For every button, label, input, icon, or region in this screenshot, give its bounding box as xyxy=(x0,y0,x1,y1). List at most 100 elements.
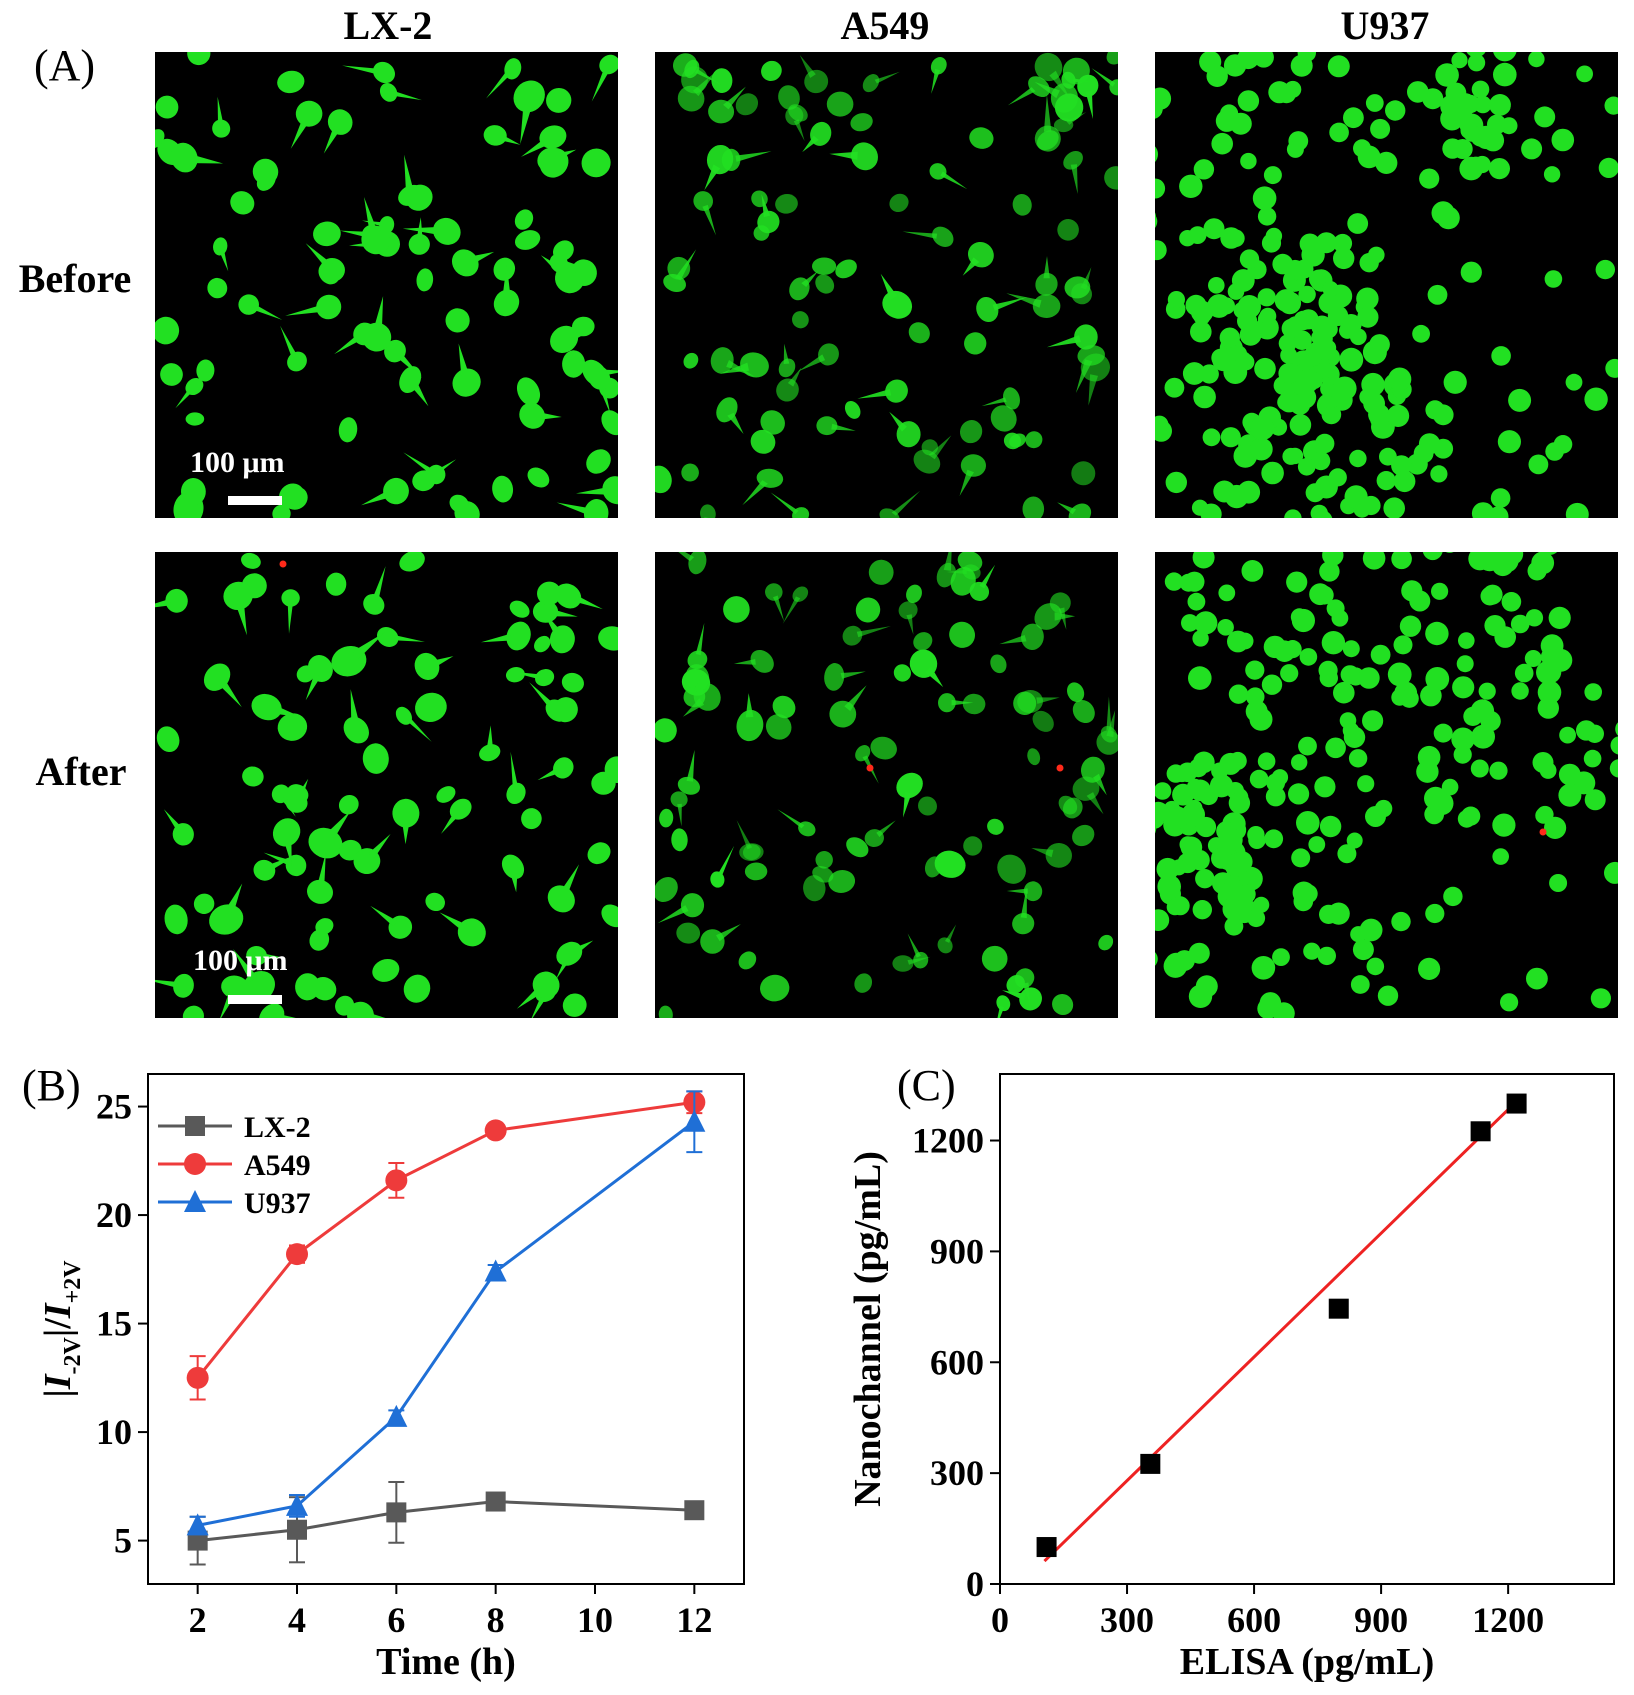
cell xyxy=(1488,506,1509,518)
cell xyxy=(1003,387,1020,410)
dead-cell xyxy=(866,764,874,772)
cell xyxy=(932,226,954,247)
cell xyxy=(1164,572,1184,591)
cell-process xyxy=(1057,502,1077,515)
cell xyxy=(1189,779,1211,802)
cell xyxy=(1170,896,1190,916)
cell xyxy=(936,562,957,588)
cell-process xyxy=(352,632,386,660)
cell xyxy=(778,85,800,110)
cell xyxy=(514,209,534,230)
cell xyxy=(1332,376,1357,401)
cell xyxy=(1237,310,1258,332)
cell xyxy=(1188,226,1207,245)
y-tick-label: 0 xyxy=(966,1564,984,1604)
cell-process xyxy=(903,791,912,818)
cell-process xyxy=(742,480,768,506)
cell xyxy=(1339,712,1357,729)
cell xyxy=(1478,682,1496,700)
cell xyxy=(851,142,878,171)
cell-process xyxy=(1020,886,1027,919)
cell xyxy=(1393,470,1416,493)
cell-process xyxy=(677,803,682,827)
cell xyxy=(1167,291,1185,309)
row-title-before: Before xyxy=(18,256,132,301)
cell xyxy=(760,974,790,1002)
cell xyxy=(898,601,918,620)
cell xyxy=(1188,984,1213,1008)
cell xyxy=(1406,453,1428,475)
cell xyxy=(501,854,525,880)
cell xyxy=(1299,233,1321,255)
cell-process xyxy=(217,96,224,125)
cell xyxy=(493,257,516,281)
cell xyxy=(870,736,897,760)
cell xyxy=(1460,261,1482,283)
cell xyxy=(1264,829,1284,849)
cell xyxy=(1492,813,1516,837)
cell xyxy=(1339,347,1364,372)
cell xyxy=(1374,799,1393,818)
cell xyxy=(818,343,839,366)
cell xyxy=(683,686,706,708)
cell xyxy=(1261,674,1283,695)
cell xyxy=(1598,157,1618,178)
cell xyxy=(170,142,198,173)
cell xyxy=(750,649,774,673)
cell xyxy=(493,289,520,317)
cell xyxy=(1453,745,1472,764)
cell xyxy=(1191,499,1209,516)
cell-process xyxy=(439,912,468,932)
cell xyxy=(1181,614,1199,632)
cell xyxy=(196,359,215,382)
cell xyxy=(1217,619,1234,636)
cell-process xyxy=(364,197,378,234)
cell xyxy=(1391,911,1411,932)
cell xyxy=(1172,783,1194,806)
cell xyxy=(1298,884,1318,904)
cell-process xyxy=(946,569,967,575)
cell xyxy=(750,429,776,454)
cell xyxy=(318,262,340,285)
cell xyxy=(1257,752,1276,770)
cell xyxy=(562,993,587,1017)
cell-process xyxy=(361,490,392,506)
cell xyxy=(165,588,188,613)
cell-process xyxy=(290,118,310,149)
cell-process xyxy=(945,924,957,943)
cell xyxy=(1276,83,1297,104)
cell xyxy=(1192,552,1215,569)
cell-process xyxy=(163,809,183,832)
cell-process xyxy=(531,997,546,1018)
cell xyxy=(1309,269,1328,289)
cell xyxy=(549,253,569,273)
cell xyxy=(223,581,253,611)
cell xyxy=(1288,783,1310,805)
cell xyxy=(532,600,559,623)
cell xyxy=(1482,584,1503,605)
cell-process xyxy=(723,86,746,110)
cell xyxy=(1193,159,1215,180)
cell-process xyxy=(175,388,194,409)
cell xyxy=(1155,212,1156,221)
cell xyxy=(1590,988,1611,1009)
cell xyxy=(677,776,701,795)
cell xyxy=(379,82,398,102)
series-line-lx-2 xyxy=(197,1500,695,1543)
cell-process xyxy=(486,70,512,99)
cell-process xyxy=(350,689,360,725)
x-tick-label: 0 xyxy=(991,1600,1009,1640)
cell xyxy=(1492,848,1509,865)
fit-line xyxy=(1043,1104,1514,1563)
cell-process xyxy=(233,949,258,983)
cell xyxy=(854,973,873,993)
cell xyxy=(706,144,734,175)
cell xyxy=(1508,388,1532,412)
cell xyxy=(1023,881,1043,902)
x-tick-label: 600 xyxy=(1227,1600,1281,1640)
cell xyxy=(1489,761,1508,780)
cell xyxy=(1195,869,1215,889)
cell xyxy=(1025,431,1043,449)
cell xyxy=(1537,680,1562,705)
cell xyxy=(1399,615,1422,637)
